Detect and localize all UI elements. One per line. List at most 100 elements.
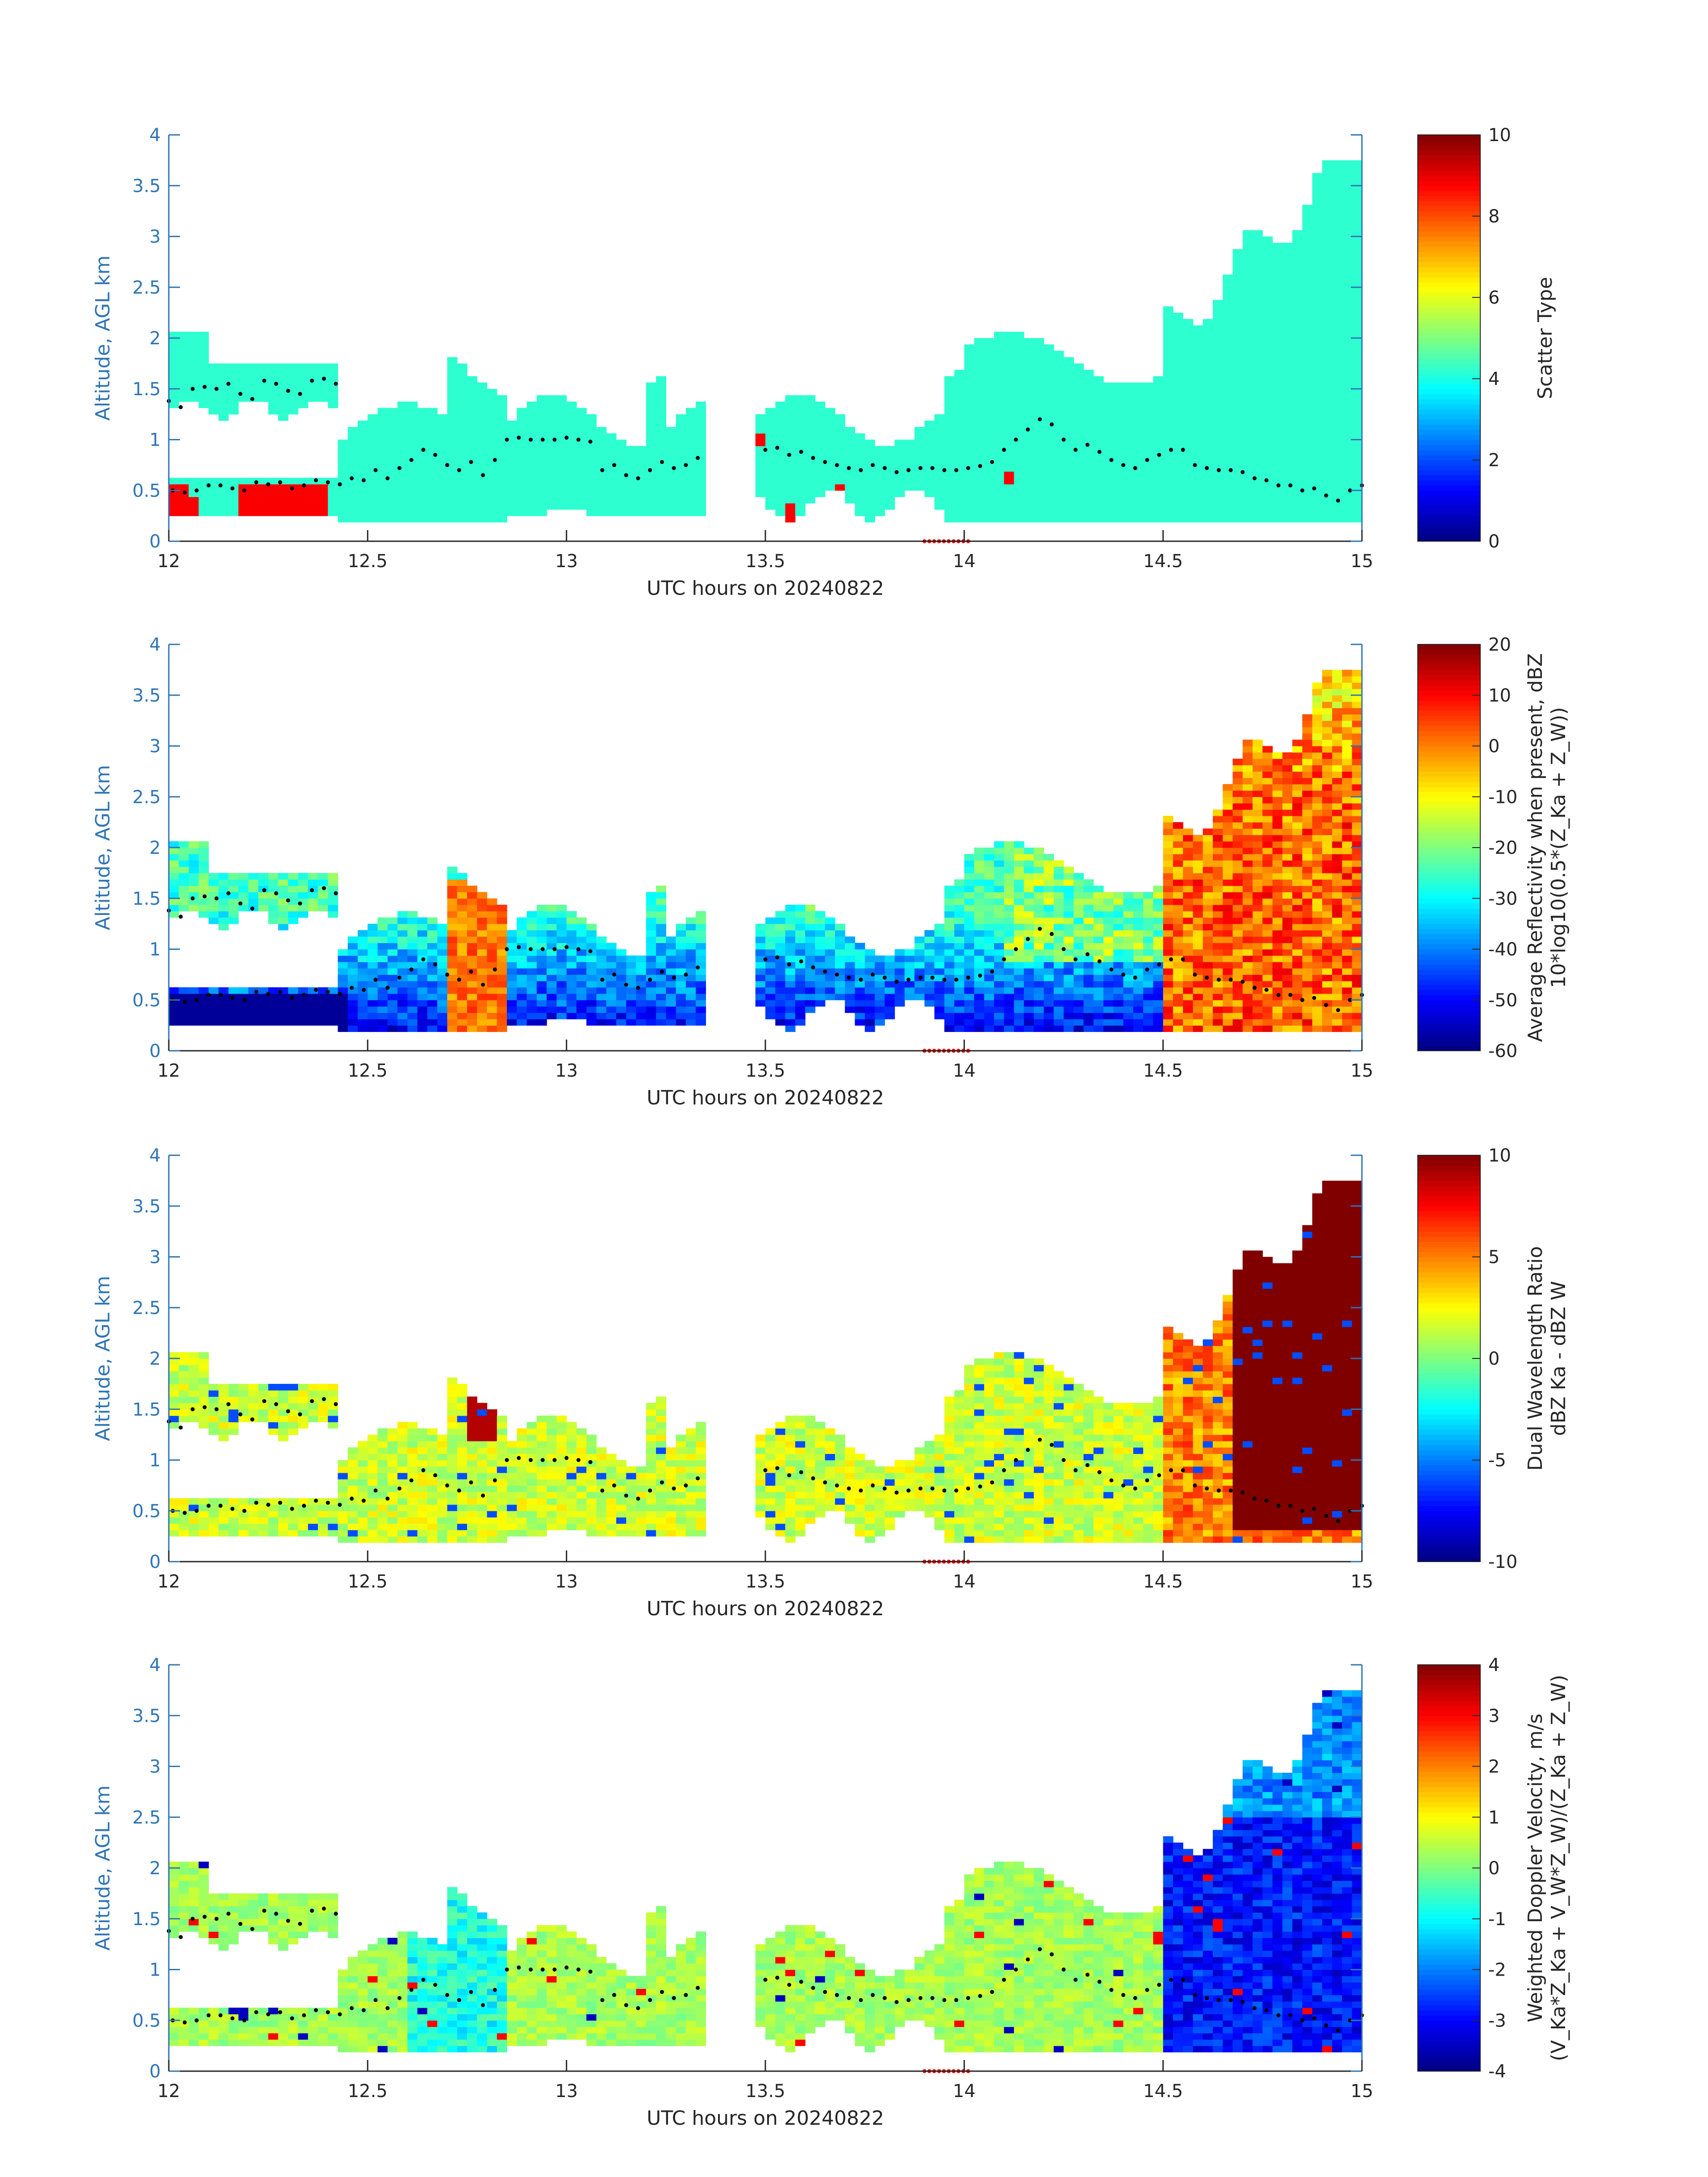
heatmap-cell — [1163, 892, 1173, 899]
heatmap-cell — [1183, 974, 1194, 982]
heatmap-cell — [1242, 389, 1253, 396]
heatmap-cell — [507, 427, 517, 434]
heatmap-cell — [666, 433, 677, 440]
heatmap-cell — [1153, 433, 1164, 440]
heatmap-cell — [576, 917, 587, 924]
heatmap-cell — [1253, 230, 1263, 237]
heatmap-cell — [407, 509, 418, 516]
heatmap-cell — [1223, 306, 1233, 313]
heatmap-cell — [685, 923, 696, 931]
heatmap-cell — [1203, 936, 1213, 943]
heatmap-cell — [785, 905, 796, 911]
heatmap-cell — [1232, 262, 1243, 269]
heatmap-cell — [487, 395, 497, 402]
heatmap-cell — [566, 477, 577, 485]
heatmap-cell — [944, 516, 955, 522]
heatmap-cell — [1203, 917, 1213, 924]
heatmap-cell — [964, 854, 975, 861]
heatmap-cell — [1272, 408, 1283, 415]
heatmap-cell — [1342, 249, 1353, 256]
heatmap-cell — [1143, 930, 1153, 937]
heatmap-cell — [1093, 936, 1104, 943]
heatmap-cell — [268, 1019, 279, 1026]
heatmap-cell — [1253, 752, 1263, 759]
heatmap-cell — [835, 930, 845, 937]
heatmap-cell — [288, 873, 299, 880]
heatmap-cell — [1123, 382, 1134, 389]
heatmap-cell — [1242, 452, 1253, 459]
cloud-base-point — [990, 460, 994, 464]
heatmap-cell — [1312, 205, 1323, 212]
heatmap-cell — [1262, 503, 1273, 510]
heatmap-cell — [347, 459, 358, 465]
heatmap-cell — [924, 949, 935, 956]
heatmap-cell — [1262, 803, 1273, 810]
heatmap-cell — [487, 981, 497, 988]
colorbar-segment — [1418, 140, 1480, 146]
heatmap-cell — [1103, 974, 1114, 982]
heatmap-cell — [1203, 866, 1213, 873]
heatmap-cell — [1352, 427, 1362, 434]
heatmap-cell — [606, 497, 617, 504]
heatmap-cell — [1223, 841, 1233, 848]
heatmap-cell — [1232, 848, 1243, 854]
heatmap-cell — [894, 1000, 905, 1007]
heatmap-cell — [328, 886, 338, 893]
heatmap-cell — [1133, 923, 1144, 931]
heatmap-cell — [1004, 936, 1015, 943]
heatmap-cell — [1103, 955, 1114, 962]
heatmap-cell — [984, 490, 994, 497]
heatmap-cell — [258, 1019, 269, 1026]
cloud-base-point — [954, 468, 958, 472]
heatmap-cell — [1193, 401, 1203, 408]
heatmap-cell — [1203, 1012, 1213, 1020]
heatmap-cell — [377, 433, 388, 440]
heatmap-cell — [1064, 879, 1074, 886]
heatmap-cell — [944, 408, 955, 415]
heatmap-cell — [179, 509, 189, 516]
heatmap-cell — [1173, 477, 1183, 485]
heatmap-cell — [616, 439, 626, 447]
heatmap-cell — [626, 987, 637, 994]
heatmap-cell — [477, 917, 488, 924]
heatmap-cell — [1083, 395, 1094, 402]
heatmap-cell — [497, 968, 507, 975]
heatmap-cell — [169, 879, 179, 886]
heatmap-cell — [218, 1000, 229, 1007]
heatmap-cell — [1004, 516, 1015, 522]
heatmap-cell — [447, 1025, 458, 1032]
heatmap-cell — [1163, 923, 1173, 931]
heatmap-cell — [954, 898, 965, 905]
heatmap-cell — [457, 446, 468, 453]
heatmap-cell — [1153, 389, 1164, 396]
colorbar-segment — [1418, 216, 1480, 221]
heatmap-cell — [517, 981, 527, 988]
heatmap-cell — [1183, 471, 1194, 478]
heatmap-cell — [1312, 224, 1323, 230]
heatmap-cell — [1034, 439, 1044, 447]
heatmap-cell — [1034, 886, 1044, 893]
heatmap-cell — [1223, 376, 1233, 383]
heatmap-cell — [397, 446, 408, 453]
heatmap-cell — [536, 509, 547, 516]
heatmap-cell — [288, 490, 299, 497]
heatmap-cell — [765, 955, 776, 962]
heatmap-cell — [1064, 401, 1074, 408]
heatmap-cell — [1253, 1019, 1263, 1026]
heatmap-cell — [964, 968, 975, 975]
heatmap-cell — [547, 477, 557, 485]
heatmap-cell — [318, 382, 328, 389]
heatmap-cell — [1004, 873, 1015, 880]
y-axis-label: Altitude, AGL km — [92, 255, 114, 421]
heatmap-cell — [1034, 382, 1044, 389]
heatmap-cell — [1163, 351, 1173, 358]
heatmap-cell — [407, 943, 418, 950]
heatmap-cell — [1342, 401, 1353, 408]
heatmap-cell — [1242, 815, 1253, 823]
colorbar-segment — [1418, 343, 1480, 349]
heatmap-cell — [1113, 446, 1124, 453]
heatmap-cell — [487, 452, 497, 459]
heatmap-cell — [1232, 1019, 1243, 1026]
heatmap-cell — [517, 439, 527, 447]
heatmap-cell — [1262, 509, 1273, 516]
